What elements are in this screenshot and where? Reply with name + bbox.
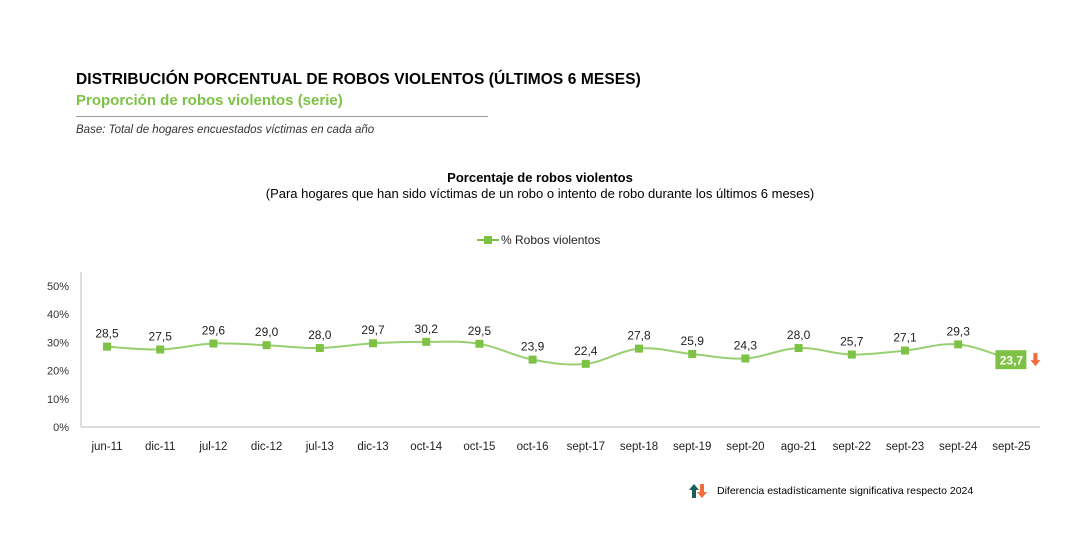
- x-tick-label: sept-23: [886, 441, 924, 453]
- data-label: 28,0: [308, 328, 332, 342]
- footnote-text: Diferencia estadísticamente significativ…: [717, 485, 974, 497]
- x-tick-label: sept-20: [726, 441, 764, 453]
- x-tick-label: sept-18: [620, 441, 658, 453]
- x-tick-label: oct-15: [463, 441, 495, 453]
- data-label: 25,7: [840, 335, 864, 349]
- y-tick-label: 40%: [47, 309, 69, 321]
- data-point: [103, 342, 111, 351]
- y-tick-label: 20%: [47, 366, 69, 378]
- data-point: [581, 359, 590, 368]
- x-tick-label: jun-11: [90, 441, 122, 453]
- data-point: [954, 340, 963, 349]
- data-point: [635, 344, 643, 353]
- data-label: 27,8: [627, 329, 651, 343]
- x-tick-label: sept-24: [939, 441, 978, 453]
- data-point: [422, 337, 431, 346]
- data-point: [794, 344, 803, 353]
- data-label: 24,3: [734, 338, 758, 352]
- data-point: [156, 345, 165, 354]
- y-tick-label: 10%: [47, 394, 69, 406]
- x-tick-label: dic-11: [145, 441, 175, 453]
- data-label: 29,7: [361, 323, 385, 337]
- page-title: DISTRIBUCIÓN PORCENTUAL DE ROBOS VIOLENT…: [76, 71, 641, 88]
- y-tick-label: 0%: [53, 422, 69, 434]
- data-label: 27,5: [149, 329, 173, 343]
- data-label: 29,0: [255, 325, 279, 339]
- data-label: 29,5: [468, 324, 492, 338]
- data-label: 28,5: [95, 327, 119, 341]
- page-subtitle: Proporción de robos violentos (serie): [76, 92, 343, 109]
- data-label: 30,2: [415, 322, 439, 336]
- x-tick-label: sept-17: [567, 441, 605, 453]
- data-point: [528, 355, 537, 364]
- x-tick-label: sept-19: [673, 441, 711, 453]
- base-note: Base: Total de hogares encuestados vícti…: [76, 124, 375, 136]
- data-label-highlight: 23,7: [1000, 354, 1024, 368]
- data-label: 27,1: [893, 331, 917, 345]
- divider: [76, 116, 488, 117]
- x-tick-label: oct-14: [410, 441, 443, 453]
- chart-subtitle: (Para hogares que han sido víctimas de u…: [265, 186, 815, 201]
- x-tick-label: sept-22: [833, 441, 871, 453]
- x-tick-label: jul-13: [305, 441, 334, 453]
- highlight-badge: [995, 350, 1027, 370]
- data-point: [315, 344, 324, 353]
- data-point: [847, 350, 856, 359]
- x-tick-label: jul-12: [198, 441, 227, 453]
- up-down-arrows-icon: [689, 484, 707, 498]
- footnote: Diferencia estadísticamente significativ…: [689, 483, 973, 499]
- data-label: 25,9: [681, 334, 705, 348]
- x-tick-label: ago-21: [781, 441, 817, 453]
- data-point: [688, 349, 697, 358]
- data-point: [475, 339, 484, 348]
- data-label: 28,0: [787, 328, 811, 342]
- data-point: [369, 339, 377, 348]
- chart-title: Porcentaje de robos violentos: [447, 170, 633, 185]
- data-point: [262, 341, 271, 350]
- x-tick-label: sept-25: [992, 441, 1030, 453]
- legend-label: % Robos violentos: [501, 233, 600, 247]
- data-label: 29,6: [202, 324, 226, 338]
- y-tick-label: 30%: [47, 337, 69, 349]
- x-tick-label: dic-13: [357, 441, 388, 453]
- data-point: [741, 354, 750, 363]
- y-tick-label: 50%: [47, 281, 69, 293]
- series-line: [106, 340, 1012, 366]
- x-tick-label: oct-16: [517, 441, 549, 453]
- data-label: 22,4: [574, 344, 598, 358]
- x-tick-label: dic-12: [251, 441, 282, 453]
- data-point: [209, 339, 218, 348]
- down-arrow-icon: [1030, 353, 1041, 367]
- data-label: 29,3: [947, 324, 971, 338]
- data-point: [901, 346, 909, 355]
- legend-marker: [484, 236, 492, 244]
- data-label: 23,9: [521, 340, 545, 354]
